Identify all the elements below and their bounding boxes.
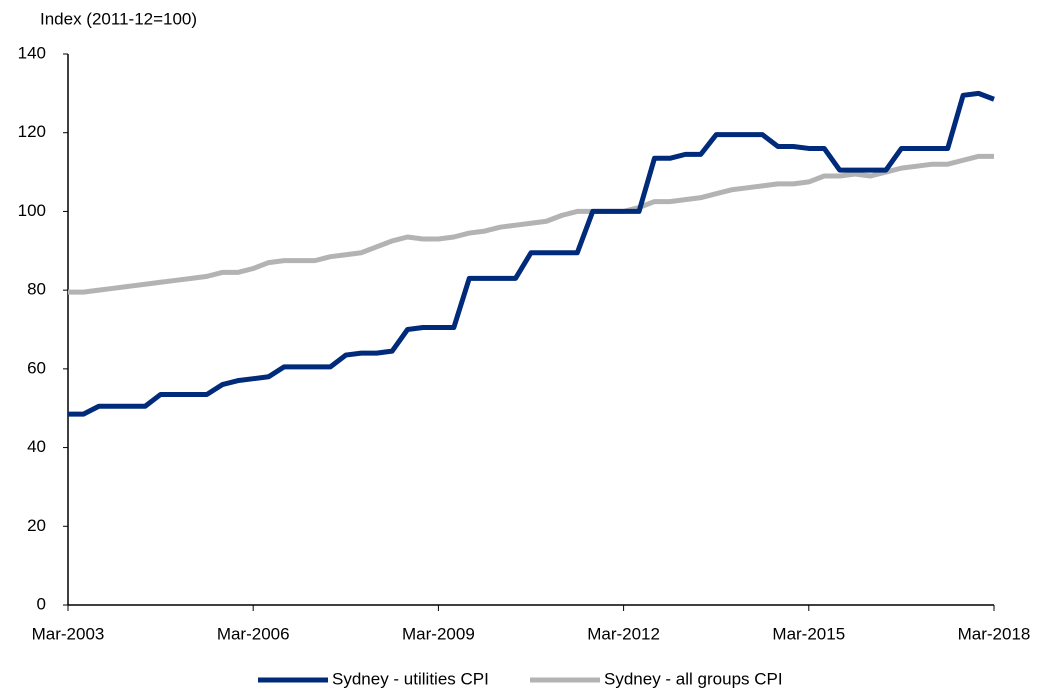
x-tick-label: Mar-2006 (217, 624, 290, 643)
x-tick-label: Mar-2012 (587, 624, 660, 643)
y-tick-label: 100 (18, 201, 46, 220)
x-tick-label: Mar-2018 (958, 624, 1031, 643)
series-line (68, 153, 994, 295)
legend-label: Sydney - utilities CPI (332, 669, 489, 688)
y-axis-label: Index (2011-12=100) (40, 9, 197, 28)
y-tick-label: 20 (27, 516, 46, 535)
y-tick-label: 80 (27, 280, 46, 299)
y-tick-label: 140 (18, 43, 46, 62)
x-tick-label: Mar-2009 (402, 624, 475, 643)
y-tick-label: 0 (37, 594, 46, 613)
series-line (68, 90, 995, 417)
legend-label: Sydney - all groups CPI (604, 669, 783, 688)
y-tick-label: 120 (18, 122, 46, 141)
y-tick-label: 60 (27, 358, 46, 377)
x-tick-label: Mar-2003 (32, 624, 105, 643)
y-tick-label: 40 (27, 437, 46, 456)
x-tick-label: Mar-2015 (772, 624, 845, 643)
